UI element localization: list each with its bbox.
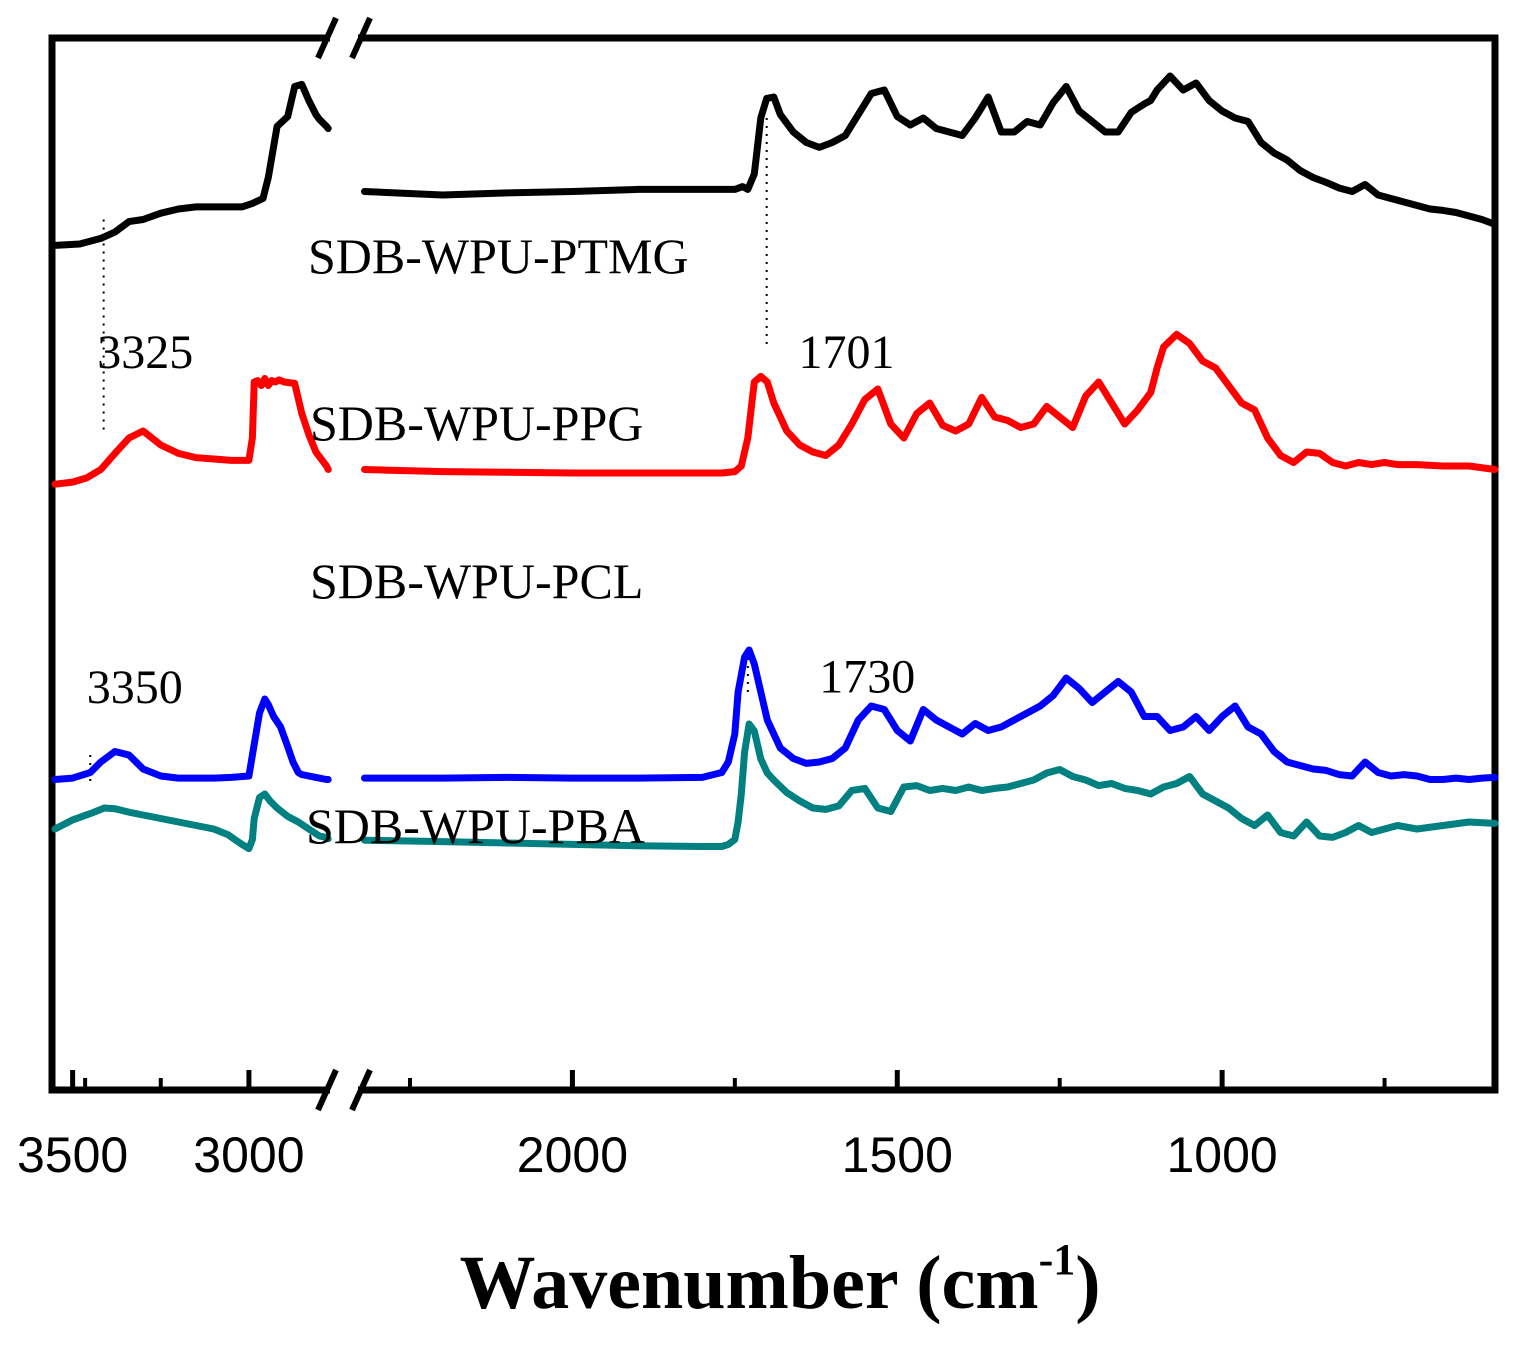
- axis-break-gap-1: [330, 1082, 358, 1098]
- x-axis-ticks: 3500 3000 2000 1500 1000: [17, 1070, 1387, 1183]
- peak-label-1701: 1701: [799, 326, 895, 379]
- peak-label-3350: 3350: [87, 661, 183, 714]
- x-tick-label-2000: 2000: [517, 1127, 628, 1183]
- plot-frame: [48, 34, 1499, 1094]
- x-axis-label: Wavenumber (cm-1): [459, 1235, 1100, 1325]
- x-axis-label-suffix: ): [1075, 1241, 1100, 1325]
- series-line-sdb-wpu-pba-right: [361, 720, 1499, 850]
- series-line-sdb-wpu-pcl-right: [361, 646, 1499, 783]
- series-label-sdb-wpu-ptmg: SDB-WPU-PTMG: [308, 228, 689, 284]
- x-tick-label-1000: 1000: [1167, 1127, 1278, 1183]
- series-line-sdb-wpu-ppg-right: [361, 330, 1499, 477]
- series-line-sdb-wpu-pba-left: [51, 790, 332, 853]
- x-tick-label-3500: 3500: [17, 1127, 128, 1183]
- series-label-sdb-wpu-ppg: SDB-WPU-PPG: [310, 395, 643, 451]
- series-labels: SDB-WPU-PTMG SDB-WPU-PPG SDB-WPU-PCL SDB-WP…: [306, 228, 689, 854]
- x-tick-label-1500: 1500: [842, 1127, 953, 1183]
- x-tick-label-3000: 3000: [193, 1127, 304, 1183]
- peak-annotations: 3325 1701 3350 1730: [87, 326, 916, 714]
- axis-break-marks: [315, 16, 373, 1112]
- series-line-sdb-wpu-ptmg-right: [361, 72, 1499, 228]
- axis-break-gap-0: [330, 30, 358, 46]
- axis-break-slash-a-1: [315, 1068, 339, 1112]
- series-line-sdb-wpu-ptmg-left: [51, 80, 332, 249]
- guide-lines: [89, 118, 768, 787]
- series-label-sdb-wpu-pcl: SDB-WPU-PCL: [310, 553, 643, 609]
- peak-label-1730: 1730: [819, 651, 915, 704]
- series-label-sdb-wpu-pba: SDB-WPU-PBA: [306, 798, 645, 854]
- series-line-sdb-wpu-ppg-left: [51, 375, 332, 488]
- peak-label-3325: 3325: [97, 326, 193, 379]
- series-lines: [51, 72, 1499, 853]
- axis-break-slash-b-1: [349, 1068, 373, 1112]
- axis-break-slash-a-0: [315, 16, 339, 60]
- x-axis-label-superscript: -1: [1039, 1235, 1076, 1284]
- x-axis-label-text: Wavenumber (cm: [459, 1241, 1038, 1325]
- series-line-sdb-wpu-pcl-left: [51, 695, 332, 783]
- axis-break-slash-b-0: [349, 16, 373, 60]
